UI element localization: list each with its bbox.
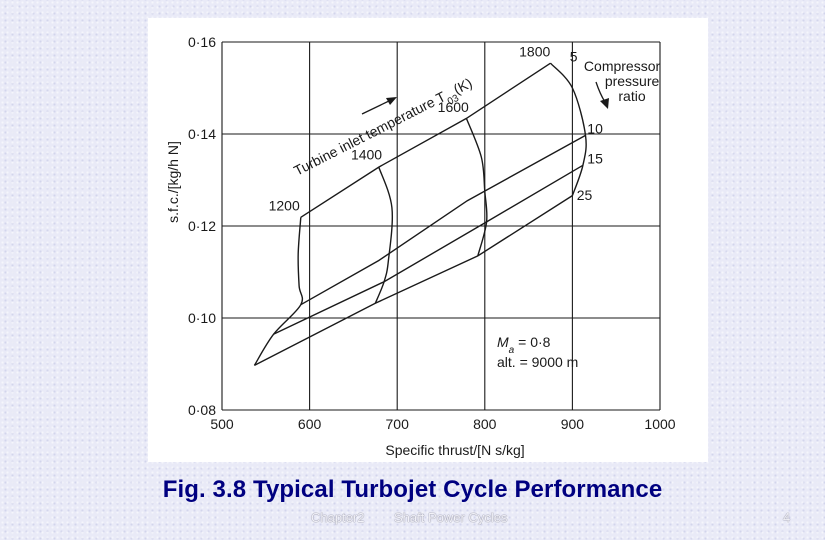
grid-layer bbox=[221, 41, 661, 411]
pressure-ratio-value-label-10: 10 bbox=[587, 120, 603, 136]
temperature-line-1600 bbox=[465, 118, 488, 257]
temperature-direction-arrow bbox=[361, 99, 392, 115]
y-tick-label: 0·08 bbox=[188, 402, 216, 418]
footer-chapter: Chapter2 bbox=[311, 510, 365, 525]
temperature-arrow-head-icon bbox=[386, 97, 397, 105]
compressor-pressure-ratio-label: Compressor pressure ratio bbox=[584, 58, 664, 104]
figure-caption: Fig. 3.8 Typical Turbojet Cycle Performa… bbox=[162, 476, 663, 503]
x-tick-label: 800 bbox=[473, 416, 497, 432]
x-tick-label: 600 bbox=[298, 416, 322, 432]
pressure-ratio-label-line-1: Compressor bbox=[584, 58, 661, 74]
x-tick-label: 700 bbox=[386, 416, 410, 432]
pressure-ratio-label-line-3: ratio bbox=[618, 88, 645, 104]
temperature-value-label-1200: 1200 bbox=[269, 197, 300, 213]
temperature-value-label-1600: 1600 bbox=[438, 99, 469, 115]
pressure-ratio-value-label-15: 15 bbox=[587, 150, 603, 166]
footer-topic: Shaft Power Cycles bbox=[394, 510, 508, 525]
footer-page-number: 4 bbox=[783, 510, 791, 525]
pressure-ratio-value-label-25: 25 bbox=[577, 187, 593, 203]
x-tick-label: 500 bbox=[210, 416, 234, 432]
temperature-value-label-1400: 1400 bbox=[351, 146, 382, 162]
mach-number-label: Ma = 0·8 bbox=[497, 334, 551, 356]
pressure-ratio-arrow-head-icon bbox=[600, 98, 609, 109]
pressure-ratio-line-10 bbox=[300, 134, 586, 306]
figure-panel: 500 600 700 800 900 1000 0·08 0·10 0·12 0·14 0·16 1… bbox=[148, 18, 708, 462]
x-tick-label: 1000 bbox=[644, 416, 675, 432]
sfc-vs-specific-thrust-chart: 500 600 700 800 900 1000 0·08 0·10 0·12 0·14 0·16 1… bbox=[165, 34, 676, 458]
temperature-value-label-1800: 1800 bbox=[519, 44, 550, 60]
pressure-ratio-label-line-2: pressure bbox=[605, 73, 660, 89]
y-tick-label: 0·16 bbox=[188, 34, 216, 50]
x-axis-label: Specific thrust/[N s/kg] bbox=[385, 442, 524, 458]
y-tick-label: 0·12 bbox=[188, 218, 216, 234]
pressure-ratio-line-5 bbox=[300, 62, 551, 218]
temperature-line-1800 bbox=[549, 62, 587, 196]
curve-layer bbox=[253, 62, 587, 367]
temperature-line-1400 bbox=[374, 166, 393, 304]
temperature-line-1200 bbox=[253, 217, 304, 366]
y-tick-label: 0·10 bbox=[188, 310, 216, 326]
y-axis-label: s.f.c./[kg/h N] bbox=[165, 141, 181, 223]
pressure-ratio-line-15 bbox=[273, 164, 584, 335]
pressure-ratio-direction-arrow bbox=[595, 81, 606, 103]
x-tick-label: 900 bbox=[561, 416, 585, 432]
label-layer: 500 600 700 800 900 1000 0·08 0·10 0·12 0·14 0·16 1… bbox=[188, 34, 676, 432]
pressure-ratio-line-25 bbox=[254, 195, 573, 367]
turbine-inlet-temperature-label: Turbine inlet temperature T03(K) bbox=[291, 75, 477, 184]
y-tick-label: 0·14 bbox=[188, 126, 216, 142]
altitude-label: alt. = 9000 m bbox=[497, 354, 578, 370]
pressure-ratio-value-label-5: 5 bbox=[570, 49, 578, 65]
